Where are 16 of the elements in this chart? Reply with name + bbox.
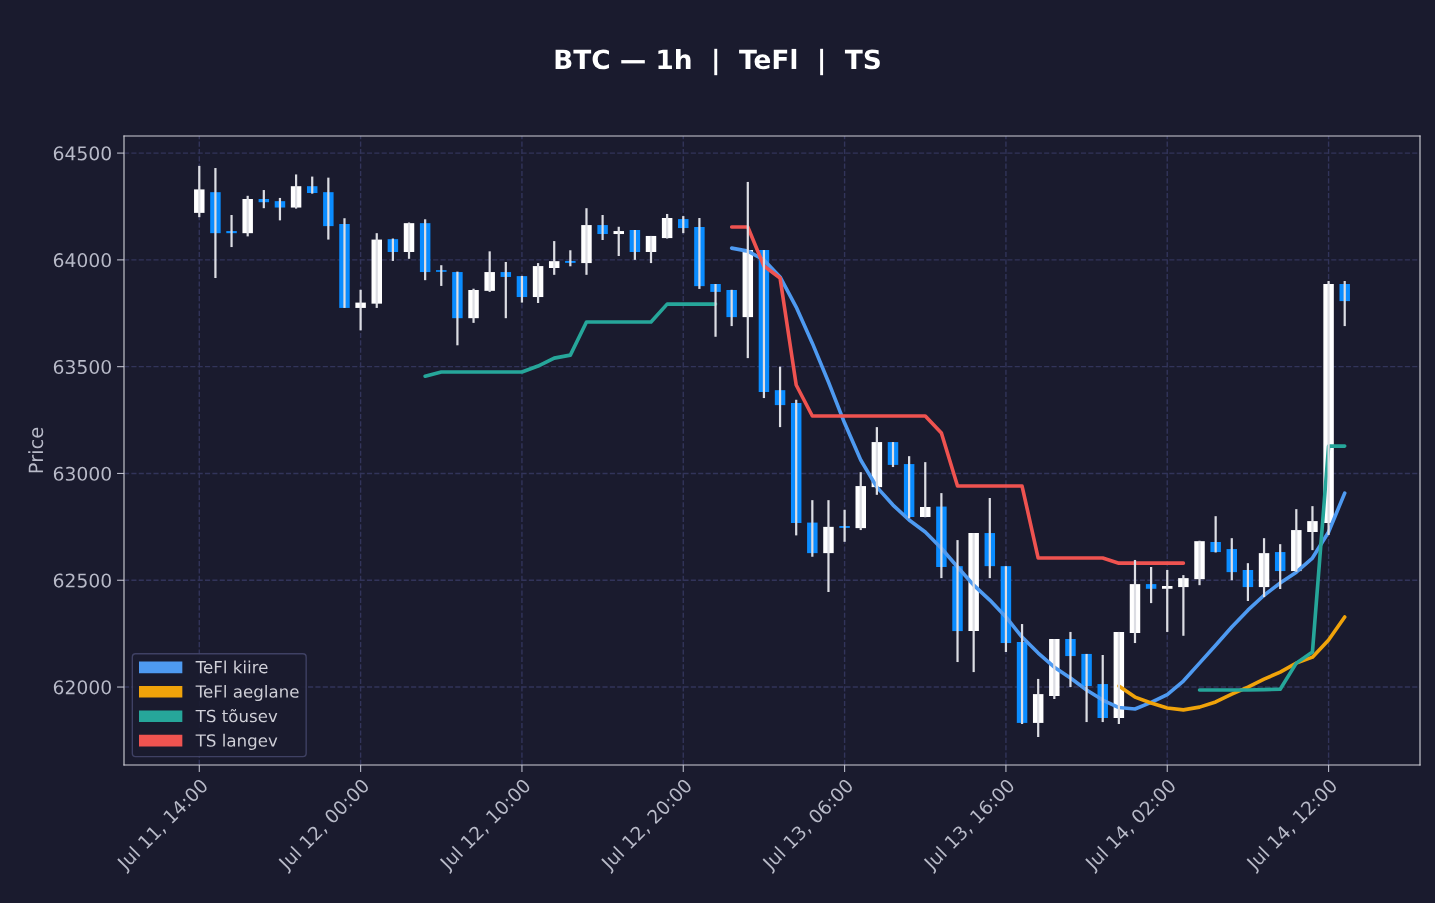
chart-title: BTC — 1h | TeFl | TS — [555, 48, 880, 76]
y-tick-label: 63000 — [53, 466, 111, 481]
y-axis-title: Price — [28, 427, 44, 473]
line-series — [729, 246, 1347, 711]
candlestick — [436, 264, 447, 288]
legend-label: TeFl kiire — [195, 660, 268, 674]
legend-label: TS langev — [195, 733, 278, 750]
y-tick-label: 64000 — [53, 253, 111, 268]
line-series — [1117, 615, 1347, 712]
y-tick-label: 63500 — [53, 359, 111, 375]
legend-label: TS tõusev — [195, 709, 278, 723]
y-tick-label: 64500 — [53, 146, 111, 161]
y-tick-label: 62000 — [53, 680, 111, 695]
legend-label: TeFl aeglane — [195, 684, 299, 702]
line-series — [729, 225, 1186, 565]
y-tick-label: 62500 — [53, 573, 111, 588]
